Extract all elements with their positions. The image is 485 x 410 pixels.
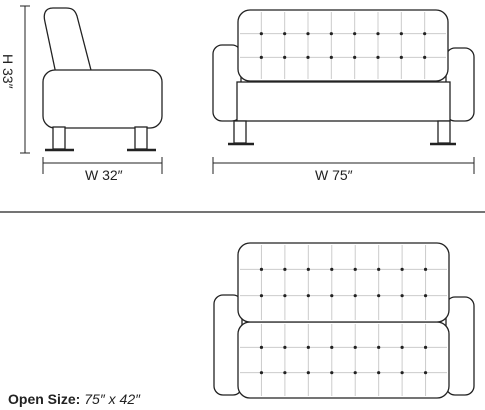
tuft-button — [353, 55, 357, 59]
sofa-width-label: W 75″ — [315, 167, 353, 183]
tuft-button — [259, 345, 264, 349]
chair-side-view — [42, 7, 163, 152]
open-size-value: 75″ x 42″ — [84, 391, 141, 407]
sofa-bed-open-view — [213, 242, 475, 399]
tuft-button — [377, 345, 381, 349]
tuft-button — [306, 32, 310, 36]
tuft-button — [377, 371, 381, 375]
tuft-button — [377, 267, 381, 271]
height-dimension-line — [20, 5, 30, 154]
tuft-button — [399, 55, 403, 59]
open-size-label: Open Size: — [8, 391, 81, 407]
tuft-button — [306, 371, 310, 375]
tuft-button — [306, 55, 310, 59]
tuft-button — [259, 371, 264, 375]
tuft-button — [259, 55, 263, 59]
tuft-button — [306, 267, 310, 271]
chair-width-dimension-line — [42, 157, 163, 174]
tuft-button — [353, 267, 357, 271]
tuft-button — [423, 294, 428, 298]
tuft-button — [400, 267, 404, 271]
tuft-button — [329, 32, 333, 36]
tuft-button — [400, 371, 404, 375]
tuft-button — [399, 32, 403, 36]
tuft-button — [283, 32, 287, 36]
tuft-button — [353, 32, 357, 36]
tuft-button — [306, 294, 310, 298]
sofa-width-dimension-line — [212, 157, 475, 174]
tuft-button — [330, 267, 334, 271]
tuft-button — [423, 345, 428, 349]
tuft-button — [353, 294, 357, 298]
tuft-button — [423, 55, 427, 59]
tuft-button — [306, 345, 310, 349]
tuft-button — [259, 294, 264, 298]
sofa-back-tufting — [240, 12, 446, 79]
tuft-button — [259, 32, 263, 36]
tuft-button — [330, 294, 334, 298]
tuft-button — [259, 267, 264, 271]
tuft-button — [353, 371, 357, 375]
tuft-button — [283, 55, 287, 59]
tuft-button — [283, 294, 287, 298]
tuft-button — [283, 267, 287, 271]
sofa-front-view — [212, 9, 475, 146]
tuft-button — [423, 32, 427, 36]
tuft-button — [376, 32, 380, 36]
tuft-button — [329, 55, 333, 59]
tuft-button — [423, 371, 428, 375]
open-size-caption: Open Size: 75″ x 42″ — [8, 391, 140, 407]
tuft-button — [377, 294, 381, 298]
tuft-button — [283, 345, 287, 349]
sofa-bed-tufting — [240, 245, 447, 396]
tuft-button — [353, 345, 357, 349]
tuft-button — [376, 55, 380, 59]
tuft-button — [330, 371, 334, 375]
tuft-button — [283, 371, 287, 375]
tuft-button — [330, 345, 334, 349]
tuft-button — [400, 345, 404, 349]
tuft-button — [423, 267, 428, 271]
chair-width-label: W 32″ — [85, 167, 123, 183]
tuft-button — [400, 294, 404, 298]
height-label: H 33″ — [0, 54, 16, 89]
